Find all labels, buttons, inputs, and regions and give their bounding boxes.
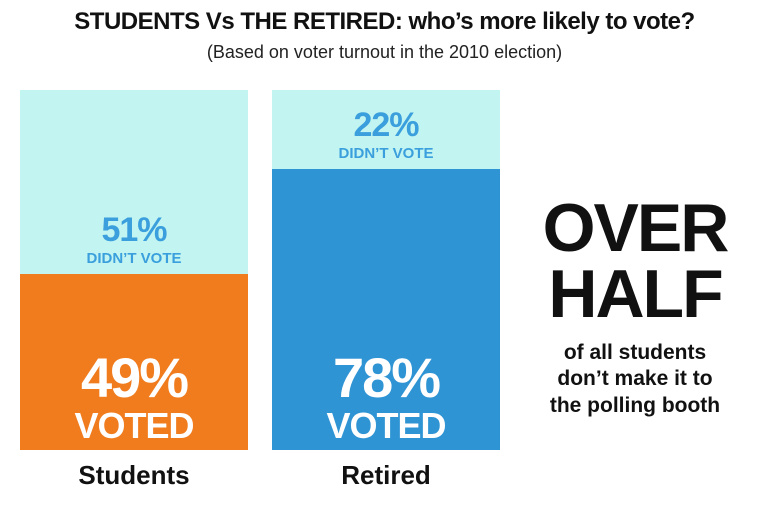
annotation-subtext: of all students don’t make it to the pol… <box>520 340 750 419</box>
segment-students-didnt-vote: 51% DIDN’T VOTE <box>20 90 248 274</box>
label-retired-didnt-vote: 22% DIDN’T VOTE <box>272 108 500 161</box>
retired-voted-text: VOTED <box>326 405 446 446</box>
label-students-didnt-vote: 51% DIDN’T VOTE <box>20 213 248 266</box>
annotation-subtext-line-1: of all students <box>563 341 707 364</box>
bar-retired: 22% DIDN’T VOTE 78% VOTED <box>272 90 500 450</box>
chart-title: STUDENTS Vs THE RETIRED: who’s more like… <box>74 8 695 35</box>
segment-retired-didnt-vote: 22% DIDN’T VOTE <box>272 90 500 170</box>
retired-didnt-vote-percent: 22% <box>353 106 419 145</box>
category-label-students: Students <box>78 460 190 490</box>
retired-didnt-vote-text: DIDN’T VOTE <box>338 145 434 163</box>
chart-subtitle: (Based on voter turnout in the 2010 elec… <box>206 42 563 62</box>
segment-retired-voted: 78% VOTED <box>272 169 500 450</box>
students-voted-percent: 49% <box>80 346 189 409</box>
bar-students: 51% DIDN’T VOTE 49% VOTED <box>20 90 248 450</box>
label-retired-voted: 78% VOTED <box>272 350 500 444</box>
annotation-subtext-line-2: don’t make it to <box>557 367 713 391</box>
annotation-half: HALF <box>548 256 723 332</box>
label-students-voted: 49% VOTED <box>20 350 248 444</box>
annotation-over: OVER <box>542 190 730 266</box>
retired-voted-percent: 78% <box>332 346 441 409</box>
students-didnt-vote-text: DIDN’T VOTE <box>86 249 182 267</box>
annotation-subtext-line-3: the polling booth <box>549 393 721 417</box>
students-voted-text: VOTED <box>74 405 194 446</box>
category-label-retired: Retired <box>341 460 431 490</box>
segment-students-voted: 49% VOTED <box>20 273 248 450</box>
students-didnt-vote-percent: 51% <box>101 210 167 249</box>
